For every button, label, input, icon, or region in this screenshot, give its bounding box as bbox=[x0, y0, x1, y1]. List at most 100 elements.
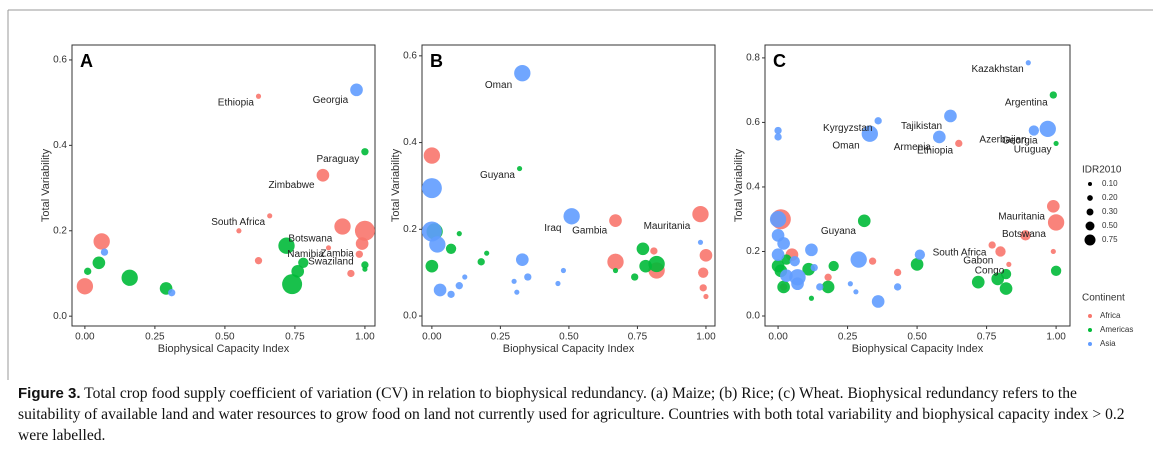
bubble bbox=[995, 246, 1006, 257]
bubble bbox=[1020, 230, 1031, 241]
legend-label: Africa bbox=[1100, 311, 1121, 320]
bubble bbox=[893, 268, 902, 277]
plot-frame bbox=[764, 44, 1071, 327]
bubble bbox=[791, 277, 804, 291]
bubble bbox=[555, 280, 561, 287]
point-label: Georgia bbox=[313, 95, 349, 106]
bubble bbox=[871, 295, 885, 308]
bubble bbox=[824, 273, 832, 281]
bubble bbox=[76, 278, 94, 295]
panel-label: A bbox=[80, 51, 93, 71]
x-tick-label: 0.00 bbox=[75, 332, 95, 343]
legend-swatch bbox=[1088, 342, 1092, 346]
bubble bbox=[692, 205, 709, 223]
bubble bbox=[1000, 268, 1012, 280]
caption: Figure 3. Total crop food supply coeffic… bbox=[18, 383, 1133, 446]
point-label: Botswana bbox=[288, 233, 332, 244]
bubble bbox=[361, 261, 369, 269]
legend-label: Asia bbox=[1100, 339, 1116, 348]
legend-label: Americas bbox=[1100, 325, 1133, 334]
bubble bbox=[868, 257, 877, 265]
y-tick-label: 0.6 bbox=[403, 50, 417, 61]
bubble bbox=[805, 243, 818, 257]
size-legend-label: 0.75 bbox=[1102, 235, 1118, 244]
point-label: Botswana bbox=[1002, 229, 1046, 240]
x-tick-label: 0.50 bbox=[907, 332, 927, 343]
bubble bbox=[84, 267, 92, 275]
y-tick-label: 0.0 bbox=[746, 311, 760, 322]
bubble bbox=[650, 247, 658, 255]
bubble bbox=[857, 214, 871, 228]
bubble bbox=[354, 220, 375, 241]
point-label: Armenia bbox=[894, 142, 932, 153]
panel-label: B bbox=[430, 51, 443, 71]
bubble bbox=[484, 250, 490, 256]
bubble bbox=[361, 148, 369, 156]
bubble bbox=[514, 289, 520, 295]
bubble bbox=[100, 248, 109, 256]
bubble bbox=[93, 233, 110, 250]
bubble bbox=[560, 267, 567, 274]
point-label: Congo bbox=[975, 266, 1005, 277]
bubble bbox=[808, 295, 815, 301]
bubble bbox=[421, 178, 442, 199]
bubble bbox=[1047, 214, 1065, 231]
bubble bbox=[910, 258, 924, 271]
point-label: Uruguay bbox=[1014, 145, 1052, 156]
bubble bbox=[771, 248, 785, 262]
bubble bbox=[347, 269, 355, 278]
bubble bbox=[828, 260, 839, 272]
x-tick-label: 1.00 bbox=[355, 332, 375, 343]
y-tick-label: 0.4 bbox=[403, 137, 417, 148]
bubble bbox=[861, 125, 878, 142]
point-label: Argentina bbox=[1005, 97, 1048, 108]
size-legend-label: 0.30 bbox=[1102, 207, 1118, 216]
bubble bbox=[944, 109, 957, 123]
bubble bbox=[698, 267, 709, 278]
bubble bbox=[278, 237, 295, 254]
x-tick-label: 0.50 bbox=[559, 332, 579, 343]
bubble bbox=[514, 65, 531, 82]
bubble bbox=[777, 280, 790, 294]
y-tick-label: 0.4 bbox=[746, 182, 760, 193]
bubble bbox=[850, 251, 867, 268]
point-label: Mauritania bbox=[998, 211, 1045, 222]
point-label: Paraguay bbox=[316, 154, 359, 165]
bubble bbox=[914, 249, 926, 260]
chart-area: A 0.00 0.25 0.50 0.75 1.00 0.0 0.2 0.4 0.6 Biophys… bbox=[7, 9, 1153, 380]
y-tick-label: 0.4 bbox=[53, 140, 67, 151]
y-tick-label: 0.2 bbox=[746, 246, 760, 257]
bubble bbox=[607, 253, 624, 270]
x-axis-title: Biophysical Capacity Index bbox=[503, 343, 635, 355]
legend-swatch bbox=[1088, 328, 1092, 332]
point-label: Ethiopia bbox=[917, 146, 954, 157]
bubble bbox=[316, 168, 330, 182]
bubble bbox=[703, 293, 709, 300]
x-axis-title: Biophysical Capacity Index bbox=[852, 343, 984, 355]
size-legend-dot bbox=[1085, 221, 1095, 231]
bubble bbox=[612, 267, 619, 274]
panel-label: C bbox=[773, 51, 786, 71]
bubble bbox=[325, 245, 332, 251]
x-tick-label: 0.25 bbox=[838, 332, 858, 343]
bubble bbox=[456, 231, 462, 237]
bubble bbox=[423, 147, 441, 164]
plot-frame bbox=[421, 44, 716, 327]
size-legend-dot bbox=[1084, 234, 1096, 246]
bubble bbox=[563, 208, 580, 225]
bubble bbox=[524, 273, 532, 281]
y-tick-label: 0.2 bbox=[403, 224, 417, 235]
point-label: Zambia bbox=[320, 249, 354, 260]
bubble bbox=[853, 289, 859, 295]
point-label: Georgia bbox=[1002, 136, 1038, 147]
size-legend-title: IDR2010 bbox=[1082, 165, 1122, 176]
bubble bbox=[168, 289, 176, 297]
bubble bbox=[1025, 60, 1031, 66]
bubble bbox=[455, 282, 463, 290]
bubble bbox=[298, 257, 309, 268]
point-label: Namibia bbox=[287, 249, 324, 260]
y-axis-title: Total Variability bbox=[390, 148, 402, 222]
bubble bbox=[255, 93, 262, 99]
point-label: Kyrgyzstan bbox=[823, 123, 872, 134]
point-label: Zimbabwe bbox=[268, 180, 315, 191]
